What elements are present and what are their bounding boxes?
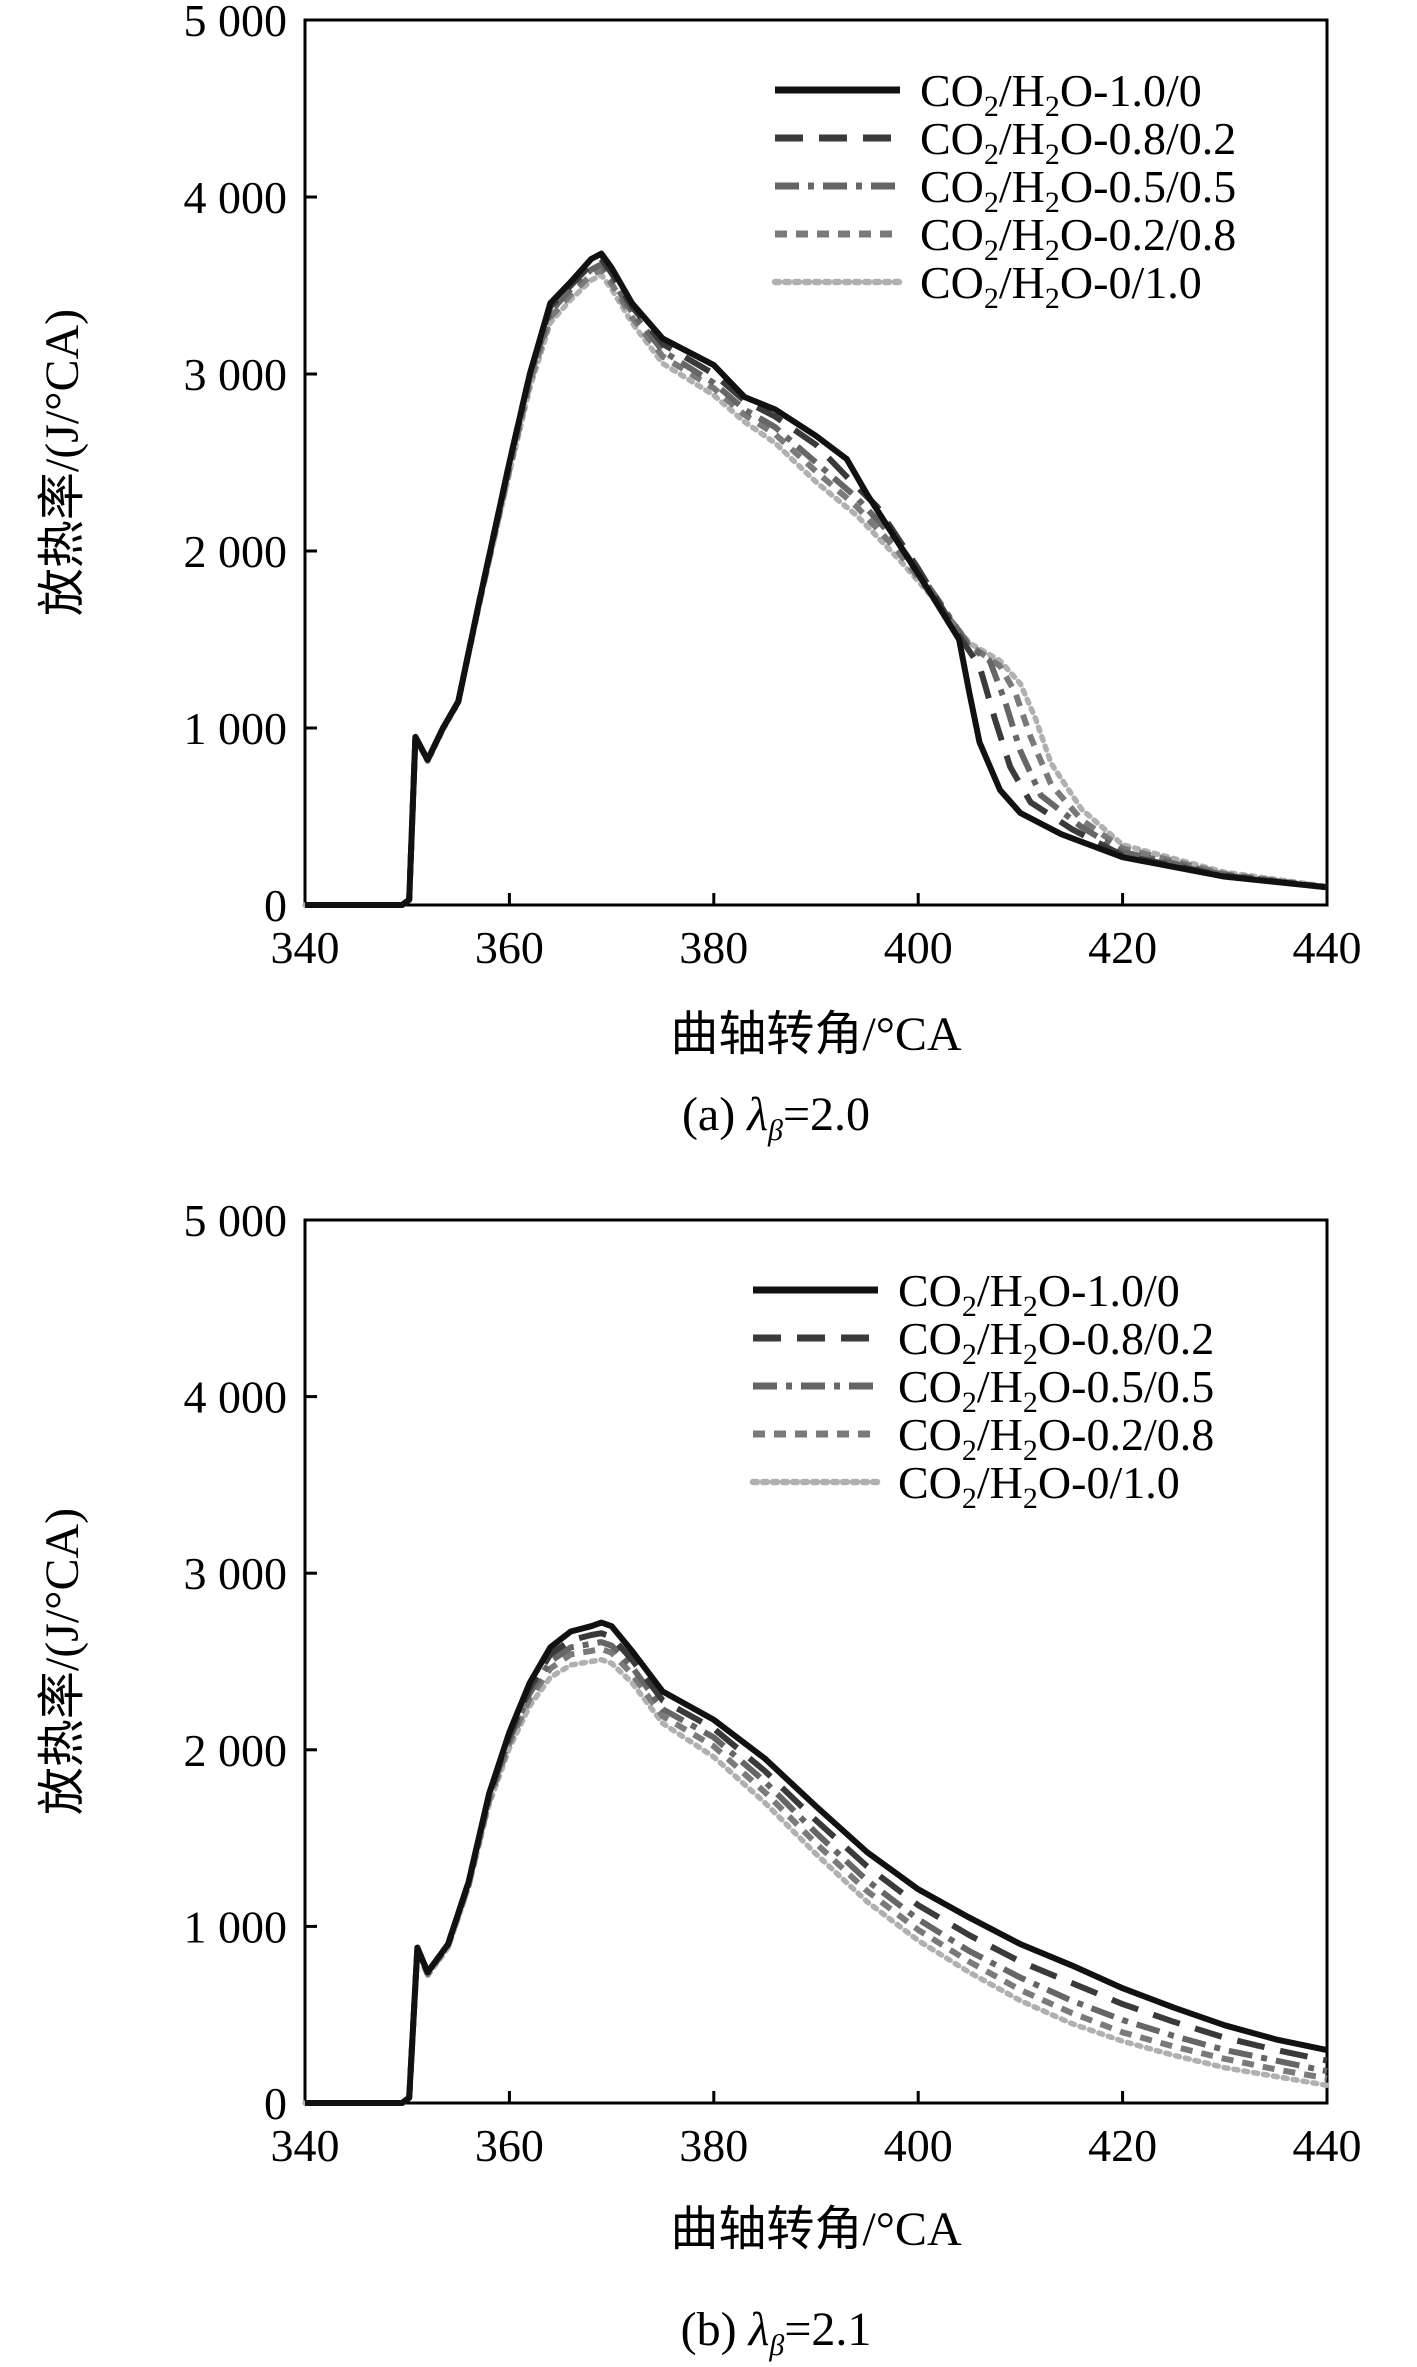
y-tick-label: 2 000 bbox=[184, 1725, 288, 1776]
legend-label-4: CO2/H2O-0/1.0 bbox=[920, 257, 1202, 315]
x-tick-label: 360 bbox=[475, 2120, 544, 2171]
x-tick-label: 440 bbox=[1293, 2120, 1362, 2171]
series-line-3 bbox=[305, 1646, 1328, 2106]
legend-label-1: CO2/H2O-0.8/0.2 bbox=[920, 113, 1236, 171]
y-tick-label: 0 bbox=[264, 880, 287, 931]
series-line-4 bbox=[302, 1656, 1330, 2106]
x-tick-label: 340 bbox=[271, 922, 340, 973]
y-tick-label: 4 000 bbox=[184, 172, 288, 223]
y-tick-label: 1 000 bbox=[184, 703, 288, 754]
legend-label-2: CO2/H2O-0.5/0.5 bbox=[920, 161, 1236, 219]
legend-label-1: CO2/H2O-0.8/0.2 bbox=[898, 1313, 1214, 1371]
plot-frame bbox=[303, 18, 1329, 907]
x-tick-label: 360 bbox=[475, 922, 544, 973]
y-tick-label: 3 000 bbox=[184, 349, 288, 400]
legend-label-0: CO2/H2O-1.0/0 bbox=[898, 1265, 1180, 1323]
x-tick-label: 420 bbox=[1088, 2120, 1157, 2171]
series-line-2 bbox=[305, 1639, 1328, 2106]
legend: CO2/H2O-1.0/0CO2/H2O-0.8/0.2CO2/H2O-0.5/… bbox=[749, 1265, 1214, 1515]
legend-label-3: CO2/H2O-0.2/0.8 bbox=[898, 1409, 1214, 1467]
x-tick-label: 340 bbox=[271, 2120, 340, 2171]
x-tick-label: 420 bbox=[1088, 922, 1157, 973]
y-tick-label: 2 000 bbox=[184, 526, 288, 577]
chart-panel-0: 340 360 380 400 420 440 0 1 000 2 000 3 000 4 000 5… bbox=[36, 0, 1362, 1147]
legend-label-4: CO2/H2O-0/1.0 bbox=[898, 1457, 1180, 1515]
y-tick-label: 1 000 bbox=[184, 1901, 288, 1952]
series-line-1 bbox=[305, 256, 1328, 908]
y-axis-label: 放热率/(J/°CA) bbox=[36, 1508, 89, 1815]
series-line-0 bbox=[305, 250, 1328, 908]
y-tick-label: 3 000 bbox=[184, 1548, 288, 1599]
x-tick-label: 400 bbox=[884, 2120, 953, 2171]
panel-caption: (a) λβ=2.0 bbox=[682, 1088, 870, 1147]
series-line-2 bbox=[305, 261, 1328, 908]
series-line-4 bbox=[302, 272, 1330, 908]
y-tick-label: 5 000 bbox=[184, 0, 288, 46]
x-tick-label: 380 bbox=[679, 922, 748, 973]
x-axis-label: 曲轴转角/°CA bbox=[670, 1008, 962, 1061]
chart-panel-1: 340 360 380 400 420 440 0 1 000 2 000 3 000 4 000 5… bbox=[36, 1195, 1362, 2362]
legend: CO2/H2O-1.0/0CO2/H2O-0.8/0.2CO2/H2O-0.5/… bbox=[771, 65, 1236, 315]
x-tick-label: 400 bbox=[884, 922, 953, 973]
x-tick-label: 440 bbox=[1293, 922, 1362, 973]
y-tick-label: 4 000 bbox=[184, 1372, 288, 1423]
x-tick-label: 380 bbox=[679, 2120, 748, 2171]
panel-caption: (b) λβ=2.1 bbox=[681, 2303, 872, 2362]
series-line-1 bbox=[305, 1630, 1328, 2106]
y-axis-label: 放热率/(J/°CA) bbox=[36, 309, 89, 616]
legend-label-3: CO2/H2O-0.2/0.8 bbox=[920, 209, 1236, 267]
series-line-3 bbox=[305, 266, 1328, 908]
legend-label-2: CO2/H2O-0.5/0.5 bbox=[898, 1361, 1214, 1419]
x-axis-label: 曲轴转角/°CA bbox=[670, 2203, 962, 2256]
legend-label-0: CO2/H2O-1.0/0 bbox=[920, 65, 1202, 123]
plot-frame bbox=[303, 1218, 1329, 2105]
y-tick-label: 5 000 bbox=[184, 1195, 288, 1246]
series-line-0 bbox=[305, 1619, 1328, 2106]
y-tick-label: 0 bbox=[264, 2078, 287, 2129]
